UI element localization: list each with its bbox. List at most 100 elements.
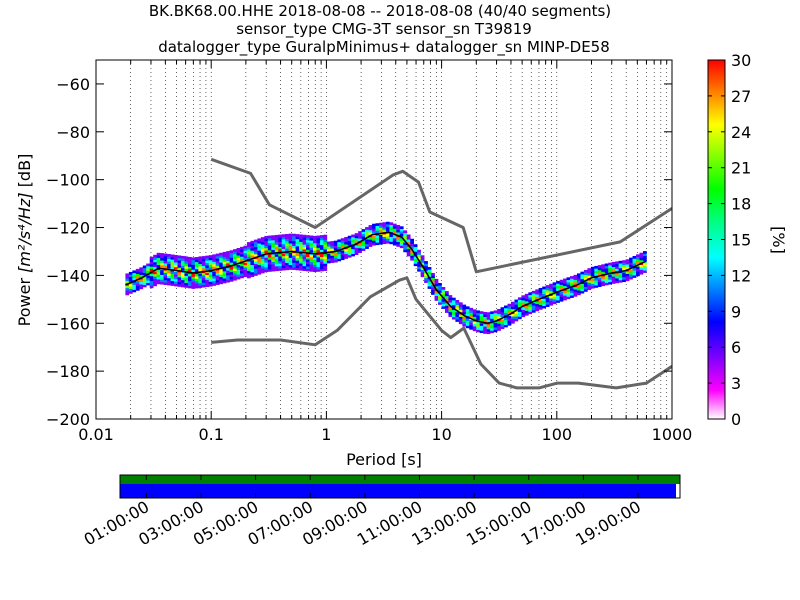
- psd-cell: [483, 323, 487, 327]
- psd-cell: [326, 253, 331, 257]
- psd-cell: [514, 316, 519, 320]
- psd-cell: [389, 236, 394, 240]
- psd-cell: [472, 321, 477, 325]
- psd-cell: [524, 312, 529, 316]
- psd-cell: [170, 271, 175, 274]
- psd-cell: [295, 258, 300, 261]
- psd-cell: [479, 323, 484, 326]
- psd-cell: [566, 296, 571, 300]
- psd-cell: [535, 294, 540, 297]
- psd-cell: [538, 299, 543, 303]
- psd-cell: [361, 236, 366, 239]
- psd-cell: [448, 314, 453, 317]
- psd-cell: [163, 260, 168, 264]
- psd-cell: [260, 265, 265, 269]
- psd-cell: [299, 248, 303, 252]
- psd-cell: [608, 267, 613, 271]
- psd-cell: [215, 260, 220, 264]
- psd-cell: [604, 275, 609, 279]
- psd-cell: [180, 284, 185, 288]
- psd-cell: [260, 249, 265, 252]
- psd-cell: [622, 279, 626, 283]
- psd-cell: [629, 269, 633, 273]
- psd-cell: [476, 329, 481, 333]
- psd-cell: [490, 323, 494, 326]
- psd-cell: [497, 313, 501, 317]
- psd-cell: [240, 249, 244, 252]
- psd-cell: [385, 233, 390, 237]
- psd-cell: [444, 303, 449, 306]
- psd-cell: [636, 271, 640, 274]
- psd-cell: [587, 284, 592, 288]
- psd-cell: [392, 230, 397, 234]
- psd-cell: [427, 269, 432, 273]
- psd-cell: [625, 276, 630, 279]
- psd-cell: [229, 279, 234, 282]
- psd-cell: [177, 276, 182, 280]
- psd-cell: [180, 265, 185, 269]
- psd-cell: [243, 267, 248, 270]
- psd-cell: [372, 240, 376, 244]
- psd-cell: [340, 245, 345, 249]
- y-axis-label: Power [m²/s⁴/Hz] [dB]: [15, 154, 34, 327]
- psd-cell: [125, 275, 130, 279]
- psd-cell: [424, 275, 428, 279]
- psd-cell: [316, 242, 321, 246]
- psd-cell: [563, 290, 567, 294]
- psd-cell: [358, 238, 362, 242]
- psd-cell: [205, 265, 210, 268]
- psd-cell: [486, 314, 491, 318]
- psd-cell: [285, 267, 289, 271]
- psd-cell: [347, 238, 352, 241]
- psd-cell: [139, 281, 144, 285]
- psd-cell: [274, 249, 279, 252]
- psd-cell: [267, 254, 272, 258]
- psd-cell: [253, 258, 258, 262]
- psd-cell: [601, 278, 606, 282]
- psd-cell: [302, 249, 307, 252]
- psd-cell: [594, 285, 599, 288]
- psd-cell: [559, 286, 564, 290]
- psd-cell: [444, 307, 449, 311]
- psd-cell: [156, 257, 161, 261]
- psd-cell: [156, 264, 161, 268]
- psd-cell: [476, 310, 481, 314]
- psd-cell: [476, 317, 481, 321]
- psd-cell: [281, 234, 286, 237]
- psd-cell: [306, 263, 310, 267]
- psd-cell: [601, 264, 606, 267]
- y-tick-label: −200: [46, 410, 90, 429]
- psd-cell: [504, 312, 508, 316]
- psd-cell: [187, 278, 192, 282]
- psd-cell: [319, 237, 324, 241]
- psd-cell: [486, 317, 491, 320]
- psd-cell: [292, 255, 296, 258]
- psd-cell: [205, 279, 210, 283]
- psd-cell: [576, 285, 581, 289]
- psd-cell: [139, 272, 144, 275]
- psd-cell: [295, 262, 300, 266]
- psd-cell: [490, 328, 494, 331]
- x-tick-label: 0.01: [78, 425, 114, 444]
- psd-cell: [184, 256, 189, 260]
- psd-cell: [278, 234, 283, 238]
- psd-cell: [299, 267, 303, 271]
- psd-cell: [632, 272, 637, 276]
- psd-cell: [264, 243, 269, 246]
- psd-cell: [236, 257, 241, 261]
- psd-cell: [382, 236, 387, 240]
- psd-cell: [396, 224, 401, 228]
- psd-cell: [205, 277, 210, 280]
- psd-cell: [191, 269, 196, 273]
- psd-cell: [625, 261, 630, 265]
- colorbar-tick-label: 24: [731, 123, 751, 142]
- psd-cell: [372, 223, 376, 227]
- psd-cell: [323, 239, 328, 243]
- psd-cell: [233, 275, 237, 279]
- psd-cell: [372, 228, 376, 232]
- psd-cell: [292, 267, 296, 270]
- psd-cell: [246, 249, 251, 252]
- psd-cell: [271, 268, 276, 272]
- psd-cell: [260, 239, 265, 243]
- psd-cell: [260, 256, 265, 260]
